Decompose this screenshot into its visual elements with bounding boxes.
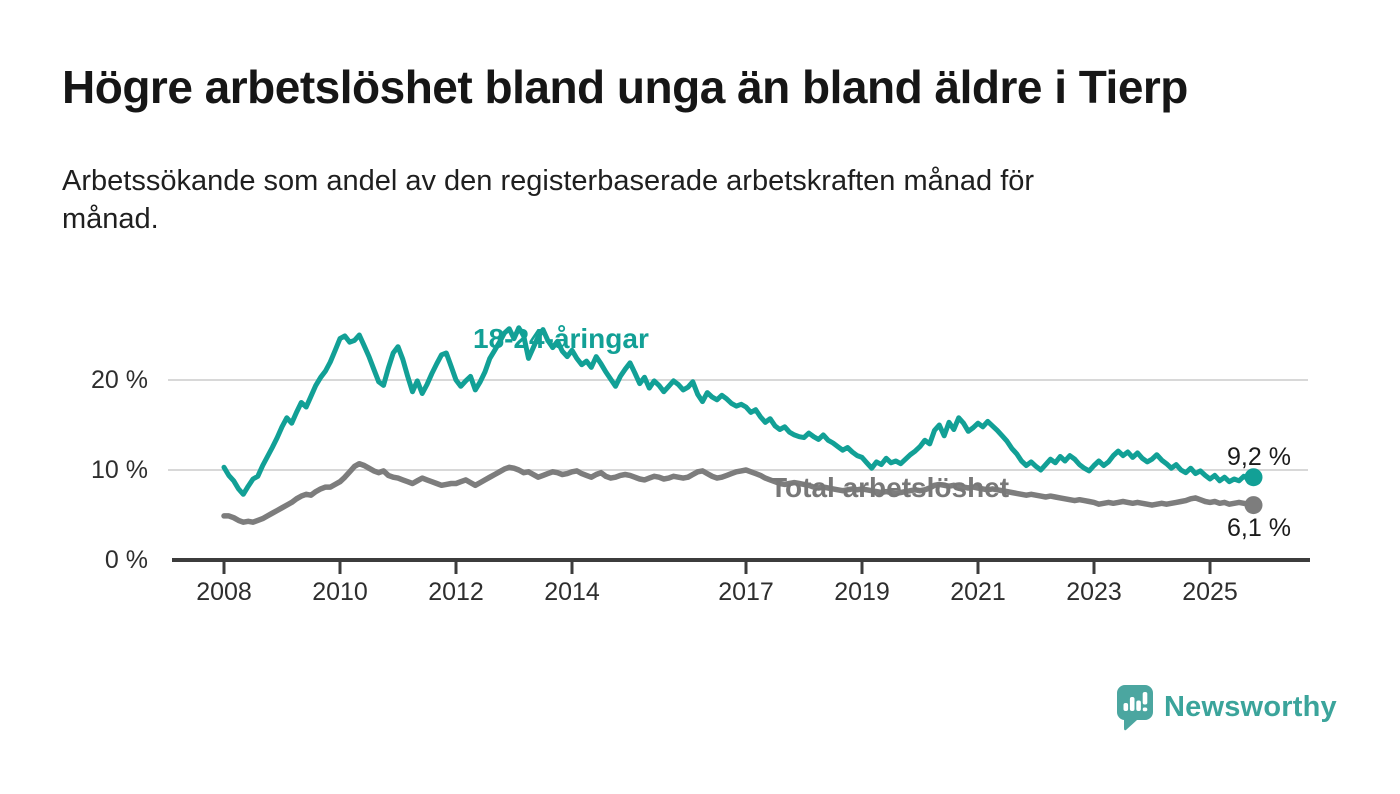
newsworthy-logo: Newsworthy bbox=[1116, 684, 1337, 731]
chart-subtitle: Arbetssökande som andel av den registerb… bbox=[62, 165, 1035, 235]
x-tick-label: 2008 bbox=[196, 578, 252, 606]
y-tick-label: 10 % bbox=[91, 456, 148, 484]
x-tick-label: 2021 bbox=[950, 578, 1006, 606]
x-tick-label: 2019 bbox=[834, 578, 890, 606]
series-label-young: 18-24-åringar bbox=[473, 323, 649, 354]
x-tick-label: 2023 bbox=[1066, 578, 1122, 606]
bar-chart-speech-bubble-icon bbox=[1116, 685, 1153, 731]
total-end-dot bbox=[1244, 496, 1263, 515]
total-series-line bbox=[221, 460, 1257, 525]
young-end-dot bbox=[1244, 468, 1263, 487]
series-label-total: Total arbetslöshet bbox=[770, 472, 1010, 503]
end-value-label-young: 9,2 % bbox=[1227, 443, 1291, 471]
x-tick-label: 2010 bbox=[312, 578, 368, 606]
newsworthy-wordmark: Newsworthy bbox=[1164, 691, 1337, 723]
end-value-label-total: 6,1 % bbox=[1227, 514, 1291, 542]
x-tick-label: 2025 bbox=[1182, 578, 1238, 606]
page-title: Högre arbetslöshet bland unga än bland ä… bbox=[62, 61, 1188, 113]
x-tick-label: 2017 bbox=[718, 578, 774, 606]
x-tick-label: 2014 bbox=[544, 578, 600, 606]
x-tick-label: 2012 bbox=[428, 578, 484, 606]
young-series-line bbox=[221, 325, 1256, 497]
y-tick-label: 20 % bbox=[91, 366, 148, 394]
y-tick-label: 0 % bbox=[104, 546, 148, 574]
